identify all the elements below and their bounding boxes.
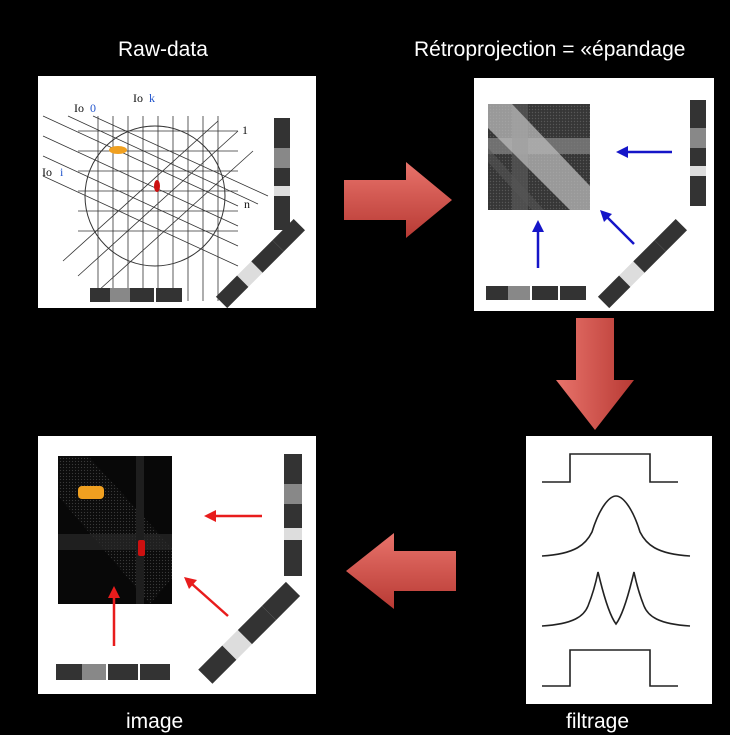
rect-profile-bottom (542, 649, 678, 687)
vertical-detector (690, 100, 706, 206)
line-n-label: n (244, 197, 250, 211)
retroprojection-title: Rétroprojection = «épandage (414, 38, 686, 61)
reconstructed-image-diagram (56, 454, 302, 684)
filter-curves (541, 453, 691, 687)
red-spot (138, 540, 145, 556)
diagonal-detector (215, 218, 306, 308)
diagonal-detector (198, 581, 301, 684)
smooth-profile (541, 495, 691, 557)
horizontal-detector (90, 288, 182, 302)
image-title: image (126, 710, 184, 733)
io-0-label: Io (74, 101, 84, 115)
io-k-label: Io (133, 91, 143, 105)
red-arrows (108, 510, 262, 646)
backprojected-square (488, 104, 590, 210)
rect-profile-top (542, 453, 678, 483)
horizontal-detector (56, 664, 170, 680)
raw-data-panel: Io 0 Io k Io i 1 n (38, 76, 316, 308)
filtrage-title: filtrage (566, 710, 630, 733)
orange-spot (109, 146, 127, 154)
image-panel (38, 436, 316, 694)
vertical-detector (284, 454, 302, 576)
retroprojection-diagram (486, 100, 706, 309)
io-i-sub: i (60, 165, 64, 179)
vertical-detector (274, 118, 290, 230)
line-1-label: 1 (242, 123, 248, 137)
horizontal-detector (486, 286, 586, 300)
flow-arrow-left (346, 533, 456, 609)
reconstructed-square (58, 456, 172, 604)
raw-data-title: Raw-data (118, 38, 208, 61)
filtrage-panel (526, 436, 712, 704)
io-k-sub: k (149, 91, 155, 105)
retroprojection-panel (474, 78, 714, 311)
io-0-sub: 0 (90, 101, 96, 115)
diagonal-detector (597, 218, 688, 309)
ramp-filtered-profile (541, 571, 691, 627)
flow-arrow-right (344, 162, 452, 238)
raw-data-diagram: Io 0 Io k Io i 1 n (42, 91, 306, 308)
flow-arrow-down (556, 318, 634, 430)
blue-arrows (532, 146, 672, 268)
io-i-label: Io (42, 165, 52, 179)
orange-spot (78, 486, 104, 499)
red-spot (154, 180, 160, 192)
